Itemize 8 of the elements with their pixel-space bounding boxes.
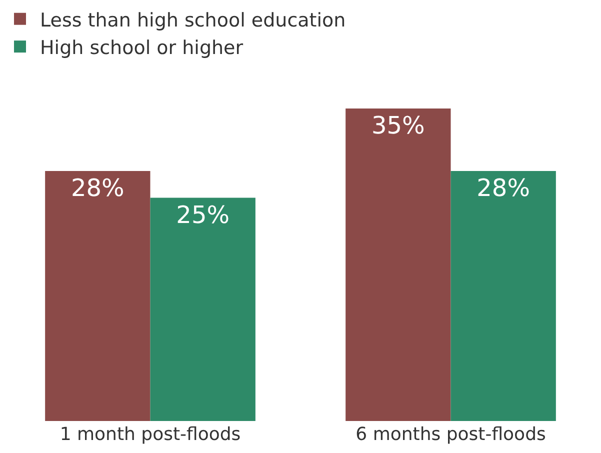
data-label: 28% — [476, 174, 530, 202]
legend-label: Less than high school education — [40, 9, 346, 32]
legend-label: High school or higher — [40, 36, 244, 59]
data-label: 35% — [371, 111, 425, 140]
data-label: 25% — [176, 200, 230, 229]
x-tick-label: 6 months post-floods — [356, 424, 546, 445]
x-tick-label: 1 month post-floods — [60, 424, 241, 445]
data-label: 28% — [70, 174, 124, 202]
